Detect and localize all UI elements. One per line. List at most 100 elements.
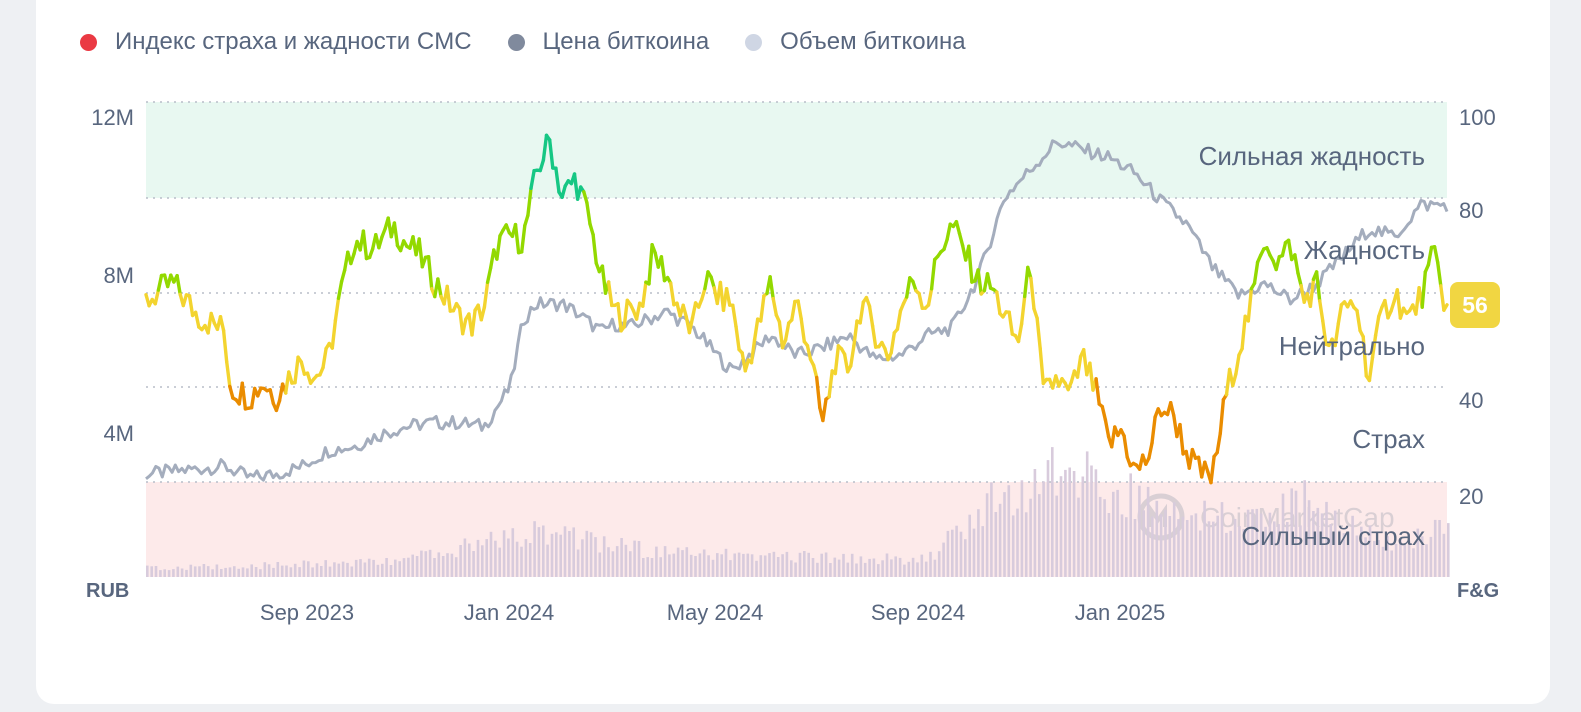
fear-greed-segment: [790, 299, 797, 322]
fear-greed-segment: [240, 381, 248, 411]
volume-bar: [1094, 469, 1098, 577]
legend-dot-price: [507, 33, 525, 51]
volume-bar: [1059, 476, 1063, 577]
volume-bar: [333, 562, 336, 577]
volume-bar: [1181, 516, 1185, 577]
volume-bar: [985, 493, 989, 577]
volume-bar: [363, 562, 367, 577]
fear-greed-segment: [1296, 271, 1303, 288]
volume-bar: [185, 569, 188, 577]
volume-bar: [1333, 510, 1337, 577]
volume-bar: [220, 569, 223, 577]
volume-bar: [1159, 514, 1163, 577]
fear-greed-segment: [796, 299, 803, 321]
volume-bar: [428, 549, 432, 577]
volume-bar: [729, 560, 732, 577]
fear-greed-segment: [485, 266, 493, 284]
volume-bar: [1429, 536, 1433, 577]
volume-bar: [1394, 543, 1398, 577]
volume-bar: [224, 567, 227, 577]
fear-greed-segment: [436, 277, 443, 299]
legend-item-fear-greed[interactable]: Индекс страха и жадности CMC: [80, 28, 472, 56]
volume-bar: [1112, 491, 1115, 577]
volume-bar: [528, 543, 532, 577]
volume-bar: [1024, 512, 1028, 577]
volume-bar: [1055, 495, 1058, 577]
fear-greed-segment: [905, 276, 912, 299]
legend-item-volume[interactable]: Объем биткоина: [745, 28, 966, 56]
legend-dot-volume: [745, 33, 763, 51]
volume-bar: [785, 551, 789, 577]
volume-bar: [850, 553, 854, 577]
volume-bar: [742, 553, 745, 577]
volume-bar: [1281, 493, 1285, 577]
volume-bar: [389, 565, 393, 577]
volume-bar: [341, 561, 345, 577]
volume-bar: [589, 532, 593, 577]
volume-bar: [694, 556, 697, 577]
fear-greed-segment: [554, 166, 561, 194]
right-axis-unit: F&G: [1457, 580, 1499, 602]
volume-bar: [929, 551, 932, 577]
volume-bar: [468, 543, 471, 577]
volume-bar: [233, 566, 236, 577]
volume-bar: [807, 552, 810, 577]
fear-greed-segment: [771, 296, 778, 317]
volume-bar: [1151, 516, 1154, 577]
fear-greed-segment: [1019, 294, 1027, 326]
volume-bar: [524, 539, 528, 577]
volume-bar: [968, 514, 971, 577]
right-tick-40: 40: [1459, 388, 1483, 413]
fear-greed-segment: [768, 275, 775, 301]
volume-bar: [924, 561, 928, 577]
volume-bar: [602, 536, 606, 577]
volume-bar: [176, 566, 180, 577]
volume-bar: [1338, 530, 1341, 577]
fear-greed-segment: [634, 301, 642, 321]
volume-bar: [737, 552, 741, 577]
volume-bar: [1051, 447, 1054, 577]
fear-greed-segment: [526, 186, 533, 218]
legend-item-price[interactable]: Цена биткоина: [507, 28, 709, 56]
volume-bar: [585, 530, 589, 577]
volume-bar: [1077, 497, 1080, 577]
volume-bar: [1029, 498, 1032, 577]
volume-bar: [441, 556, 445, 577]
volume-bar: [550, 533, 554, 577]
volume-bar: [568, 531, 571, 577]
volume-bar: [676, 547, 680, 577]
fear-greed-segment: [606, 280, 614, 308]
volume-bar: [990, 482, 993, 577]
volume-bar: [650, 558, 654, 577]
fear-greed-segment: [1038, 346, 1046, 386]
right-tick-100: 100: [1459, 105, 1496, 130]
volume-bar: [263, 562, 267, 577]
volume-bar: [193, 566, 197, 577]
right-tick-80: 80: [1459, 198, 1483, 223]
volume-bar: [354, 559, 358, 577]
fear-greed-segment: [1439, 284, 1446, 312]
fear-greed-segment: [852, 319, 859, 348]
volume-bar: [837, 559, 841, 577]
current-value-badge: 56: [1450, 282, 1500, 328]
volume-bar: [1116, 489, 1119, 577]
fear-greed-segment: [1280, 240, 1288, 258]
volume-bar: [1377, 540, 1380, 577]
fear-greed-segment: [858, 300, 865, 325]
fear-greed-segment: [777, 320, 785, 350]
volume-bar: [337, 563, 341, 577]
volume-bar: [1090, 465, 1093, 577]
volume-bar: [228, 567, 232, 577]
volume-bar: [655, 546, 658, 577]
legend-label-volume: Объем биткоина: [780, 28, 966, 55]
volume-bar: [685, 547, 689, 577]
fear-greed-segment: [336, 279, 344, 300]
fear-greed-segment: [870, 324, 878, 349]
volume-bar: [237, 568, 240, 577]
volume-bar: [1098, 496, 1102, 577]
left-tick-4m: 4M: [103, 421, 134, 446]
volume-bar: [1329, 524, 1333, 577]
volume-bar: [1020, 480, 1024, 577]
fear-greed-segment: [461, 317, 468, 336]
